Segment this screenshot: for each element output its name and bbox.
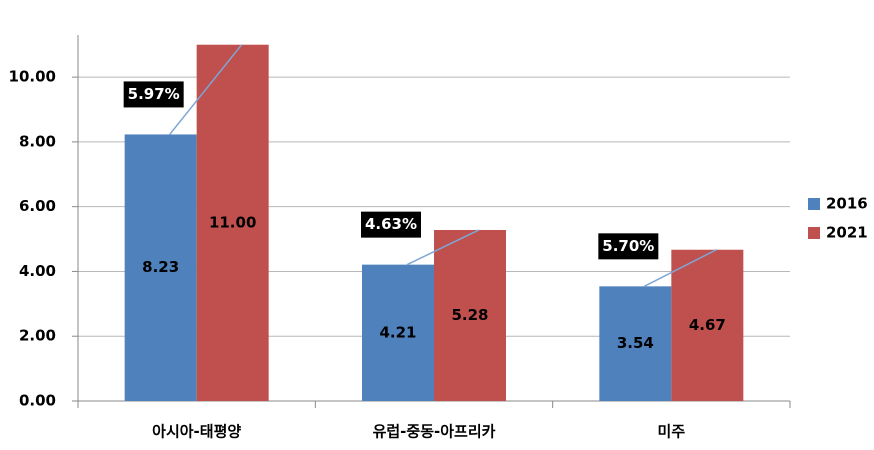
value-label: 3.54: [617, 334, 654, 352]
growth-label: 5.70%: [602, 237, 654, 255]
x-tick-label: 아시아-태평양: [152, 423, 241, 441]
growth-label-box: [123, 81, 184, 108]
x-tick-label: 미주: [658, 423, 686, 441]
bar: [362, 264, 434, 401]
value-label: 5.28: [451, 306, 488, 324]
growth-label-box: [598, 233, 659, 260]
bar: [599, 286, 672, 401]
growth-line: [643, 249, 717, 288]
legend-label: 2021: [826, 224, 868, 242]
bar: [671, 249, 744, 401]
growth-line: [169, 44, 243, 135]
value-label: 4.21: [379, 323, 416, 341]
value-label: 11.00: [209, 213, 256, 231]
legend-label: 2016: [826, 195, 868, 213]
y-tick-label: 2.00: [19, 327, 56, 345]
legend-swatch: [808, 198, 820, 210]
y-tick-label: 6.00: [19, 197, 56, 215]
growth-label-box: [361, 211, 421, 238]
value-label: 8.23: [142, 258, 179, 276]
y-tick-label: 10.00: [9, 68, 56, 86]
x-tick-label: 유럽-중동-아프리카: [373, 423, 496, 441]
legend-swatch: [808, 227, 820, 239]
y-tick-label: 0.00: [19, 392, 56, 410]
bar: [434, 229, 506, 401]
growth-line: [406, 229, 480, 266]
growth-label: 5.97%: [128, 85, 180, 103]
value-label: 4.67: [689, 316, 726, 334]
y-tick-label: 8.00: [19, 132, 56, 150]
bar: [124, 134, 197, 401]
bar: [196, 44, 269, 401]
growth-label: 4.63%: [365, 215, 417, 233]
y-tick-label: 4.00: [19, 262, 56, 280]
